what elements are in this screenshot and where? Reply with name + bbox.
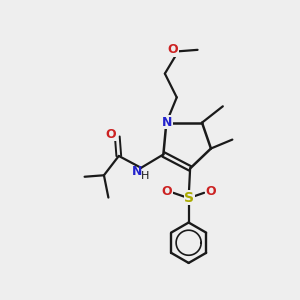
Text: N: N bbox=[132, 166, 143, 178]
Text: H: H bbox=[141, 171, 149, 181]
Text: O: O bbox=[161, 185, 172, 198]
Text: S: S bbox=[184, 190, 194, 205]
Text: O: O bbox=[168, 43, 178, 56]
Text: O: O bbox=[106, 128, 116, 141]
Text: N: N bbox=[162, 116, 172, 129]
Text: O: O bbox=[205, 185, 216, 198]
